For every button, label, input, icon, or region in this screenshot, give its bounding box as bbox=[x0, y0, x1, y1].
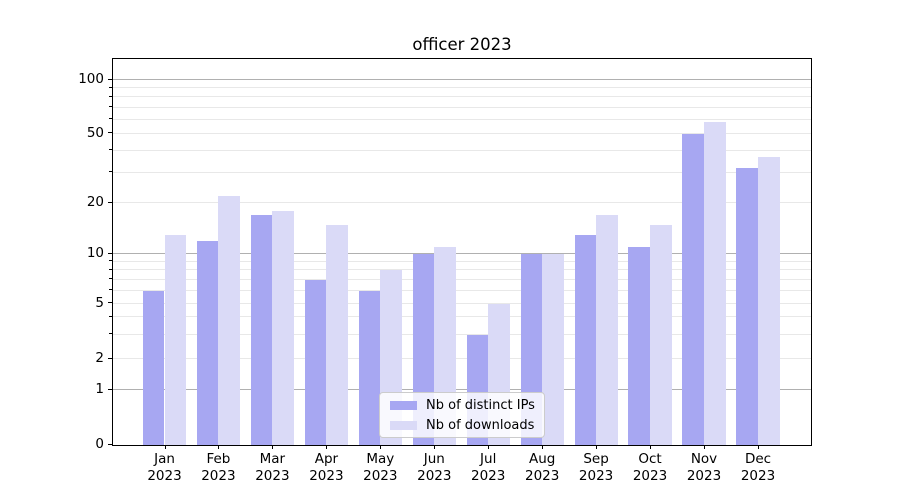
x-tick-mark bbox=[488, 445, 490, 449]
x-tick-mark bbox=[542, 445, 544, 449]
minor-gridline bbox=[113, 149, 811, 151]
legend-swatch bbox=[390, 400, 417, 410]
x-tick-label: Dec 2023 bbox=[740, 451, 776, 484]
minor-gridline bbox=[113, 118, 811, 120]
x-tick-mark bbox=[218, 445, 220, 449]
bar-distinct-ips bbox=[736, 167, 758, 445]
y-tick-label: 2 bbox=[95, 350, 104, 367]
x-tick-mark bbox=[758, 445, 759, 449]
y-tick-label: 10 bbox=[86, 245, 104, 262]
x-tick-label: Oct 2023 bbox=[632, 451, 668, 484]
y-tick-mark bbox=[108, 201, 112, 203]
minor-gridline bbox=[113, 202, 811, 204]
bar-distinct-ips bbox=[682, 133, 704, 445]
x-tick-label: Aug 2023 bbox=[525, 451, 560, 484]
bar-distinct-ips bbox=[142, 290, 165, 445]
y-tick-mark bbox=[108, 252, 112, 254]
y-minor-tick-mark bbox=[109, 260, 112, 262]
minor-gridline bbox=[113, 289, 811, 291]
bar-downloads bbox=[164, 235, 187, 445]
minor-gridline bbox=[113, 132, 811, 134]
x-tick-label: Apr 2023 bbox=[309, 451, 344, 484]
bar-distinct-ips bbox=[358, 290, 381, 445]
y-minor-tick-mark bbox=[109, 333, 112, 335]
minor-gridline bbox=[113, 260, 811, 262]
x-tick-label: Nov 2023 bbox=[686, 451, 722, 484]
y-tick-label: 50 bbox=[86, 124, 104, 141]
y-tick-label: 1 bbox=[95, 381, 104, 397]
bar-downloads bbox=[704, 122, 726, 445]
major-gridline bbox=[113, 389, 811, 390]
y-tick-mark bbox=[108, 132, 112, 134]
minor-gridline bbox=[113, 358, 811, 360]
y-tick-mark bbox=[108, 388, 112, 390]
minor-gridline bbox=[113, 278, 811, 280]
bar-downloads bbox=[650, 224, 672, 445]
minor-gridline bbox=[113, 96, 811, 98]
legend-entry: Nb of downloads bbox=[390, 418, 544, 433]
y-minor-tick-mark bbox=[109, 149, 112, 151]
bar-downloads bbox=[542, 254, 564, 445]
y-minor-tick-mark bbox=[109, 86, 112, 88]
y-minor-tick-mark bbox=[109, 315, 112, 317]
x-tick-label: Jul 2023 bbox=[471, 451, 506, 484]
y-tick-label: 5 bbox=[95, 294, 104, 311]
bar-distinct-ips bbox=[574, 235, 597, 445]
x-tick-mark bbox=[650, 445, 651, 449]
x-tick-mark bbox=[434, 445, 436, 449]
minor-gridline bbox=[113, 87, 811, 89]
legend-entry: Nb of distinct IPs bbox=[390, 398, 544, 413]
y-tick-mark bbox=[108, 443, 112, 445]
legend-swatch bbox=[390, 420, 417, 430]
x-tick-label: Jun 2023 bbox=[417, 451, 452, 484]
legend: Nb of distinct IPs Nb of downloads bbox=[379, 392, 545, 438]
plot-area bbox=[112, 58, 812, 446]
legend-label: Nb of distinct IPs bbox=[426, 397, 535, 413]
bar-distinct-ips bbox=[304, 279, 327, 445]
bar-downloads bbox=[758, 156, 780, 445]
x-tick-label: Feb 2023 bbox=[201, 451, 236, 484]
bar-downloads bbox=[272, 211, 294, 445]
y-minor-tick-mark bbox=[109, 268, 112, 270]
minor-gridline bbox=[113, 106, 811, 108]
x-tick-label: Jan 2023 bbox=[147, 451, 182, 484]
x-tick-mark bbox=[272, 445, 274, 449]
major-gridline bbox=[113, 79, 811, 80]
y-tick-label: 0 bbox=[95, 436, 104, 452]
legend-label: Nb of downloads bbox=[426, 417, 535, 433]
x-tick-mark bbox=[164, 445, 166, 449]
y-tick-mark bbox=[108, 78, 112, 80]
x-tick-label: May 2023 bbox=[363, 451, 398, 484]
x-tick-mark bbox=[380, 445, 382, 449]
minor-gridline bbox=[113, 333, 811, 335]
x-tick-mark bbox=[596, 445, 598, 449]
major-gridline bbox=[113, 253, 811, 255]
y-tick-label: 20 bbox=[86, 194, 104, 211]
y-tick-label: 100 bbox=[78, 71, 104, 87]
bar-distinct-ips bbox=[250, 215, 273, 445]
bar-downloads bbox=[596, 215, 618, 445]
bar-downloads bbox=[326, 224, 348, 445]
y-minor-tick-mark bbox=[109, 106, 112, 108]
y-minor-tick-mark bbox=[109, 118, 112, 120]
minor-gridline bbox=[113, 302, 811, 304]
y-tick-mark bbox=[108, 302, 112, 304]
minor-gridline bbox=[113, 316, 811, 318]
x-tick-label: Sep 2023 bbox=[578, 451, 614, 484]
chart-title: officer 2023 bbox=[412, 35, 512, 54]
y-tick-mark bbox=[108, 357, 112, 359]
minor-gridline bbox=[113, 269, 811, 271]
x-tick-label: Mar 2023 bbox=[255, 451, 290, 484]
x-tick-mark bbox=[704, 445, 705, 449]
y-minor-tick-mark bbox=[109, 171, 112, 172]
bar-downloads bbox=[218, 196, 240, 445]
y-minor-tick-mark bbox=[109, 278, 112, 280]
minor-gridline bbox=[113, 171, 811, 173]
x-tick-mark bbox=[326, 445, 328, 449]
y-minor-tick-mark bbox=[109, 289, 112, 291]
bar-distinct-ips bbox=[628, 247, 650, 445]
y-minor-tick-mark bbox=[109, 95, 112, 97]
bar-distinct-ips bbox=[196, 240, 219, 445]
